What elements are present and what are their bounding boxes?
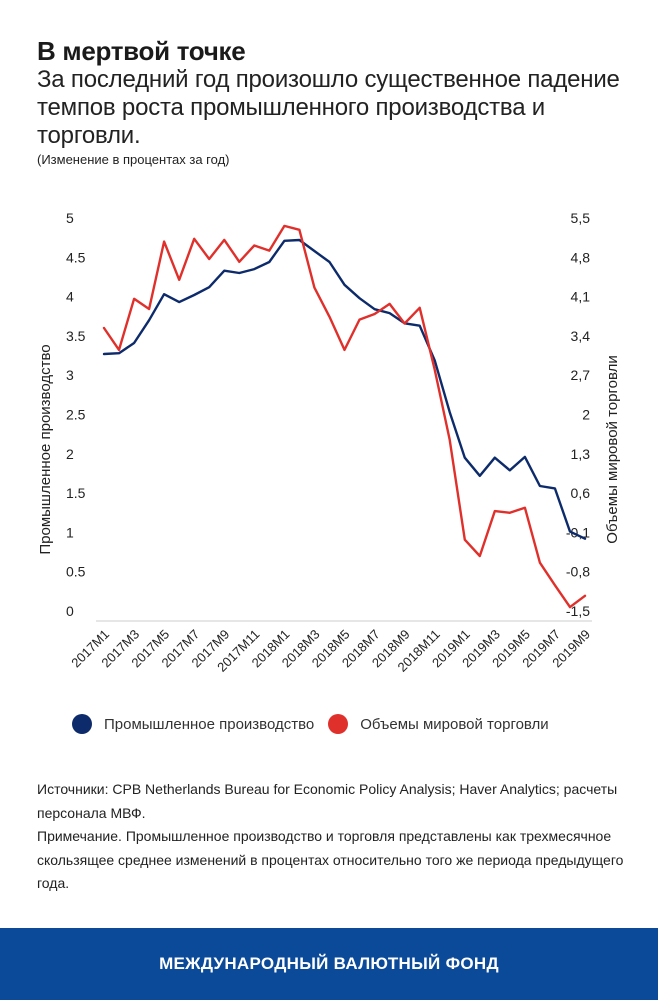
y-tick-right: 2,7 — [571, 367, 591, 383]
legend-item-trade: Объемы мировой торговли — [328, 714, 549, 734]
y-tick-right: 4,1 — [571, 289, 591, 305]
series-layer — [102, 224, 587, 609]
series-line-world-trade — [102, 224, 587, 609]
y-tick-right: 1,3 — [571, 446, 591, 462]
footer-banner: МЕЖДУНАРОДНЫЙ ВАЛЮТНЫЙ ФОНД — [0, 928, 658, 1000]
y-tick-left: 0 — [66, 603, 74, 619]
legend-marker-industrial — [72, 714, 92, 734]
y-tick-left: 2 — [66, 446, 74, 462]
y-tick-left: 1 — [66, 524, 74, 540]
y-tick-right: 3,4 — [571, 328, 591, 344]
line-chart: 00.511.522.533.544.55 -1,5-0,8-0,10,61,3… — [37, 210, 621, 675]
y-axis-title-right: Объемы мировой торговли — [604, 355, 621, 543]
series-line-industrial-production — [102, 238, 587, 540]
y-tick-left: 0.5 — [66, 564, 86, 580]
y-tick-left: 2.5 — [66, 407, 86, 423]
legend-label-trade: Объемы мировой торговли — [360, 715, 549, 733]
y-tick-left: 4.5 — [66, 249, 86, 265]
chart-subtitle: За последний год произошло существенное … — [37, 66, 620, 149]
right-axis-ticks: -1,5-0,8-0,10,61,322,73,44,14,85,5 — [566, 210, 590, 619]
footer-label: МЕЖДУНАРОДНЫЙ ВАЛЮТНЫЙ ФОНД — [159, 954, 499, 973]
y-tick-right: 4,8 — [571, 249, 591, 265]
y-tick-right: -0,1 — [566, 524, 590, 540]
left-axis-ticks: 0 0.5 1 1.5 2 2.5 3 3.5 4 4.5 5 — [66, 210, 86, 619]
note-text: Примечание. Промышленное производство и … — [37, 828, 624, 891]
sources-text: Источники: CPB Netherlands Bureau for Ec… — [37, 781, 618, 821]
y-tick-right: 0,6 — [571, 485, 591, 501]
y-tick-left: 5 — [66, 210, 74, 226]
y-axis-title-left: Промышленное производство — [37, 344, 54, 554]
legend: Промышленное производство Объемы мировой… — [72, 714, 563, 734]
units-note: (Изменение в процентах за год) — [37, 152, 230, 167]
y-tick-left: 3 — [66, 367, 74, 383]
y-tick-left: 3.5 — [66, 328, 86, 344]
y-tick-right: 5,5 — [571, 210, 591, 226]
legend-item-industrial: Промышленное производство — [72, 714, 314, 734]
x-axis-ticks: 2017M12017M32017M52017M72017M92017M11201… — [68, 627, 593, 675]
y-tick-left: 1.5 — [66, 485, 86, 501]
chart-title: В мертвой точке — [37, 36, 246, 66]
legend-label-industrial: Промышленное производство — [104, 715, 315, 733]
legend-marker-trade — [328, 714, 349, 734]
y-tick-right: 2 — [582, 407, 590, 423]
y-tick-left: 4 — [66, 289, 74, 305]
notes: Источники: CPB Netherlands Bureau for Ec… — [37, 778, 627, 896]
y-tick-right: -0,8 — [566, 564, 590, 580]
